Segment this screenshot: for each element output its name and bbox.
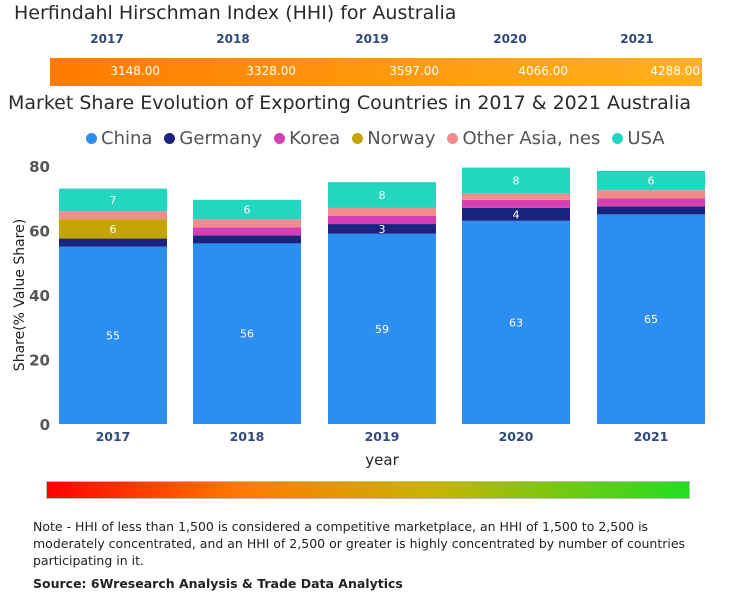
hhi-value-2019: 3597.00 bbox=[389, 64, 439, 78]
bar-germany-2020 bbox=[462, 207, 570, 221]
data-label-norway-2017: 6 bbox=[110, 223, 117, 236]
y-axis-label: Share(% Value Share) bbox=[12, 219, 28, 371]
legend-label-norway: Norway bbox=[367, 127, 436, 149]
x-axis-label: year bbox=[365, 451, 399, 469]
hhi-year-2019: 2019 bbox=[355, 32, 389, 46]
data-label-china-2021: 65 bbox=[644, 313, 658, 326]
legend-swatch-norway bbox=[352, 132, 364, 144]
legend-swatch-korea bbox=[274, 132, 286, 144]
hhi-title: Herfindahl Hirschman Index (HHI) for Aus… bbox=[14, 2, 457, 24]
bar-korea-2019 bbox=[328, 215, 436, 225]
data-label-usa-2020: 8 bbox=[513, 175, 520, 188]
bar-china-2018 bbox=[193, 243, 301, 424]
concentration-gradient-bar bbox=[46, 481, 690, 499]
bar-germany-2018 bbox=[193, 235, 301, 244]
y-tick-label-0: 0 bbox=[40, 416, 50, 434]
hhi-year-2018: 2018 bbox=[216, 32, 250, 46]
y-tick-label-60: 60 bbox=[29, 223, 50, 241]
data-label-germany-2019: 3 bbox=[379, 223, 386, 236]
y-tick-label-40: 40 bbox=[29, 287, 50, 305]
stacked-bar-chart: 0 20 40 60 80 Share(% Value Share) 55 6 7 2017 56 6… bbox=[12, 158, 705, 469]
legend-swatch-china bbox=[86, 132, 97, 144]
hhi-value-2017: 3148.00 bbox=[110, 64, 160, 78]
x-tick-label-2021: 2021 bbox=[634, 429, 669, 444]
chart-title: Market Share Evolution of Exporting Coun… bbox=[8, 92, 692, 114]
hhi-years-row: 2017 2018 2019 2020 2021 bbox=[0, 32, 744, 50]
bar-korea-2021 bbox=[597, 198, 705, 207]
bar-other-asia-nes-2019 bbox=[328, 207, 436, 216]
bar-china-2020 bbox=[462, 220, 570, 424]
legend-item-germany: Germany bbox=[164, 128, 262, 149]
bar-china-2017 bbox=[59, 246, 167, 424]
legend-label-korea: Korea bbox=[289, 127, 341, 149]
bar-germany-2017 bbox=[59, 238, 167, 247]
data-label-germany-2020: 4 bbox=[513, 208, 520, 221]
note-text: Note - HHI of less than 1,500 is conside… bbox=[33, 519, 686, 568]
bar-other-asia-nes-2021 bbox=[597, 190, 705, 199]
hhi-year-2021: 2021 bbox=[620, 32, 654, 46]
legend-item-china: China bbox=[86, 128, 152, 149]
legend-swatch-germany bbox=[164, 132, 176, 144]
bar-korea-2018 bbox=[193, 227, 301, 236]
bar-china-2021 bbox=[597, 214, 705, 424]
y-tick-label-20: 20 bbox=[29, 352, 50, 370]
hhi-value-2021: 4288.00 bbox=[650, 64, 700, 78]
source-text: Source: 6Wresearch Analysis & Trade Data… bbox=[33, 576, 403, 591]
data-label-usa-2018: 6 bbox=[244, 204, 251, 217]
legend-item-norway: Norway bbox=[352, 128, 435, 149]
data-label-china-2017: 55 bbox=[106, 329, 120, 342]
x-tick-label-2019: 2019 bbox=[365, 429, 400, 444]
hhi-value-2018: 3328.00 bbox=[246, 64, 296, 78]
legend-item-other-asia: Other Asia, nes bbox=[447, 128, 600, 149]
hhi-year-2020: 2020 bbox=[493, 32, 527, 46]
legend-label-usa: USA bbox=[627, 127, 665, 149]
data-label-china-2020: 63 bbox=[509, 316, 523, 329]
hhi-value-2020: 4066.00 bbox=[518, 64, 568, 78]
bar-usa-2021 bbox=[597, 170, 705, 191]
legend-label-china: China bbox=[101, 127, 153, 149]
legend-label-other-asia: Other Asia, nes bbox=[462, 127, 601, 149]
bar-other-asia-nes-2020 bbox=[462, 193, 570, 200]
legend-item-korea: Korea bbox=[274, 128, 340, 149]
bar-usa-2020 bbox=[462, 167, 570, 194]
bar-norway-2017 bbox=[59, 219, 167, 239]
y-tick-label-80: 80 bbox=[29, 158, 50, 176]
data-label-china-2019: 59 bbox=[375, 323, 389, 336]
x-tick-label-2018: 2018 bbox=[230, 429, 265, 444]
bar-china-2019 bbox=[328, 233, 436, 424]
x-tick-label-2017: 2017 bbox=[96, 429, 131, 444]
data-label-usa-2019: 8 bbox=[379, 189, 386, 202]
legend-swatch-usa bbox=[612, 132, 624, 144]
legend-label-germany: Germany bbox=[179, 127, 263, 149]
bar-usa-2018 bbox=[193, 199, 301, 220]
bar-germany-2021 bbox=[597, 206, 705, 215]
data-label-usa-2017: 7 bbox=[110, 194, 117, 207]
legend-swatch-other-asia bbox=[447, 132, 459, 144]
data-label-china-2018: 56 bbox=[240, 328, 254, 341]
bar-other-asia-nes-2018 bbox=[193, 219, 301, 228]
bar-germany-2019 bbox=[328, 224, 436, 234]
bar-other-asia-nes-2017 bbox=[59, 211, 167, 220]
bar-usa-2017 bbox=[59, 188, 167, 212]
hhi-value-bar: 3148.00 3328.00 3597.00 4066.00 4288.00 bbox=[50, 58, 702, 86]
x-tick-label-2020: 2020 bbox=[499, 429, 534, 444]
bar-korea-2020 bbox=[462, 199, 570, 208]
bar-usa-2019 bbox=[328, 182, 436, 208]
data-label-usa-2021: 6 bbox=[648, 175, 655, 188]
legend-item-usa: USA bbox=[612, 127, 665, 149]
chart-legend: China Germany Korea Norway Other Asia, n… bbox=[86, 126, 677, 150]
hhi-year-2017: 2017 bbox=[90, 32, 124, 46]
